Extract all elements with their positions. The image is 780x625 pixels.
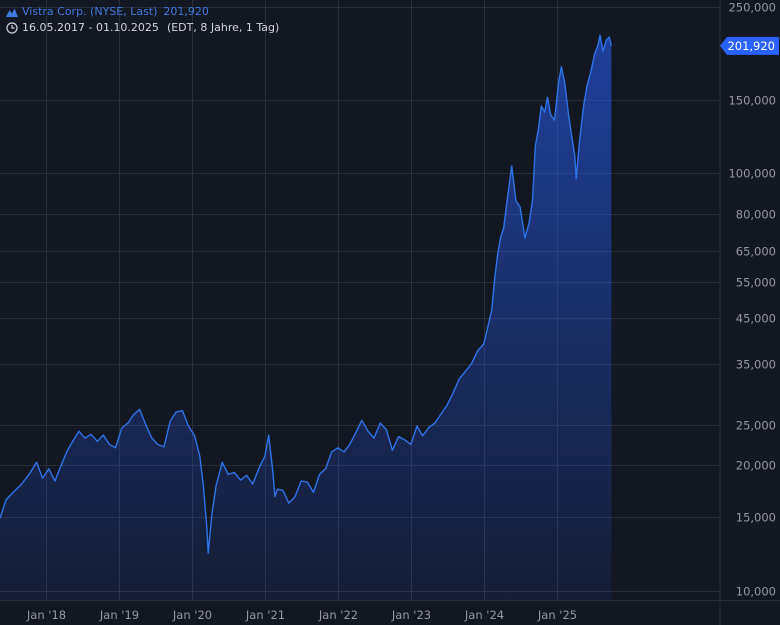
- y-tick-label: 100,000: [728, 167, 776, 181]
- x-tick-label: Jan '20: [172, 608, 212, 622]
- y-tick-label: 55,000: [736, 276, 776, 290]
- y-tick-label: 250,000: [728, 1, 776, 15]
- x-tick-label: Jan '19: [99, 608, 139, 622]
- y-tick-label: 65,000: [736, 245, 776, 259]
- date-range: 16.05.2017 - 01.10.2025: [22, 21, 159, 34]
- y-tick-label: 45,000: [736, 312, 776, 326]
- legend-header: Vistra Corp. (NYSE, Last) 201,920 16.05.…: [6, 4, 279, 36]
- y-tick-label: 20,000: [736, 459, 776, 473]
- last-value-badge-label: 201,920: [727, 39, 775, 53]
- x-tick-label: Jan '25: [537, 608, 577, 622]
- mountain-chart-icon: [6, 7, 18, 17]
- instrument-name: Vistra Corp. (NYSE, Last): [22, 5, 158, 18]
- x-tick-label: Jan '22: [318, 608, 358, 622]
- legend-row-instrument[interactable]: Vistra Corp. (NYSE, Last) 201,920: [6, 4, 279, 20]
- y-tick-label: 150,000: [728, 94, 776, 108]
- clock-icon: [6, 22, 18, 34]
- x-axis[interactable]: Jan '18 Jan '19 Jan '20 Jan '21 Jan '22 Jan '…: [26, 608, 577, 622]
- x-tick-label: Jan '18: [26, 608, 66, 622]
- area-series: [0, 34, 613, 601]
- x-tick-label: Jan '24: [464, 608, 504, 622]
- y-tick-label: 15,000: [736, 511, 776, 525]
- legend-row-range: 16.05.2017 - 01.10.2025 (EDT, 8 Jahre, 1…: [6, 20, 279, 36]
- price-line: [0, 34, 613, 554]
- area-fill: [0, 35, 612, 601]
- x-tick-label: Jan '21: [245, 608, 285, 622]
- y-tick-label: 10,000: [736, 585, 776, 599]
- y-axis[interactable]: 250,000 150,000 100,000 80,000 65,000 55,000 4…: [728, 1, 776, 599]
- last-value-badge-shape: [720, 36, 779, 55]
- range-meta: (EDT, 8 Jahre, 1 Tag): [166, 21, 280, 34]
- last-value-badge: 201,920: [720, 36, 779, 55]
- y-tick-label: 25,000: [736, 419, 776, 433]
- y-tick-label: 35,000: [736, 358, 776, 372]
- y-tick-label: 80,000: [736, 208, 776, 222]
- x-tick-label: Jan '23: [391, 608, 431, 622]
- legend-last-value: 201,920: [163, 5, 209, 18]
